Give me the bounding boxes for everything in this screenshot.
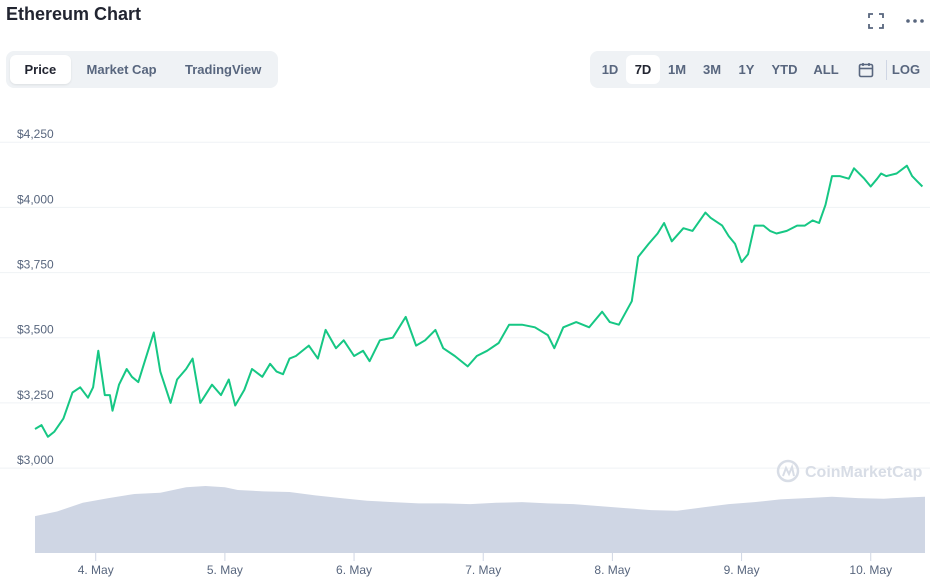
price-line: [34, 164, 924, 438]
x-tick-label: 7. May: [465, 563, 501, 577]
time-range-tabs: 1D 7D 1M 3M 1Y YTD ALL LOG: [590, 51, 930, 88]
y-tick-label: $3,750: [17, 258, 54, 272]
x-axis: 4. May 5. May 6. May 7. May 8. May 9. May 10. …: [78, 553, 892, 577]
y-tick-label: $3,500: [17, 323, 54, 337]
y-tick-label: $3,250: [17, 388, 54, 402]
range-ytd[interactable]: YTD: [771, 62, 798, 77]
range-all[interactable]: ALL: [813, 62, 839, 77]
watermark: CoinMarketCap: [776, 459, 923, 483]
x-tick-label: 5. May: [207, 563, 243, 577]
y-axis: $3,000 $3,250 $3,500 $3,750 $4,000 $4,250: [17, 127, 54, 467]
fullscreen-icon: [868, 13, 884, 29]
range-7d[interactable]: 7D: [626, 55, 660, 84]
x-tick-label: 4. May: [78, 563, 114, 577]
range-1y[interactable]: 1Y: [738, 62, 755, 77]
watermark-text: CoinMarketCap: [805, 464, 923, 481]
more-icon: [906, 19, 924, 23]
x-tick-label: 9. May: [724, 563, 760, 577]
coinmarketcap-logo-icon: [776, 459, 800, 483]
range-separator: [886, 59, 887, 80]
calendar-icon: [858, 62, 874, 77]
more-options-button[interactable]: [903, 10, 927, 32]
grid-lines: [0, 141, 930, 469]
log-scale-button[interactable]: LOG: [891, 62, 921, 77]
range-3m[interactable]: 3M: [702, 62, 722, 77]
calendar-button[interactable]: [846, 55, 886, 84]
x-tick-label: 8. May: [594, 563, 630, 577]
y-tick-label: $4,250: [17, 127, 54, 141]
y-tick-label: $3,000: [17, 453, 54, 467]
tab-market-cap[interactable]: Market Cap: [86, 62, 157, 77]
range-1d[interactable]: 1D: [601, 62, 619, 77]
fullscreen-button[interactable]: [864, 10, 888, 32]
tab-price[interactable]: Price: [10, 55, 71, 84]
x-tick-label: 6. May: [336, 563, 372, 577]
range-1m[interactable]: 1M: [667, 62, 687, 77]
page-title: Ethereum Chart: [6, 4, 142, 24]
y-tick-label: $4,000: [17, 192, 54, 206]
tab-tradingview[interactable]: TradingView: [185, 62, 262, 77]
chart-type-tabs: Price Market Cap TradingView: [6, 51, 278, 88]
volume-area: [35, 486, 925, 553]
x-tick-label: 10. May: [849, 563, 892, 577]
